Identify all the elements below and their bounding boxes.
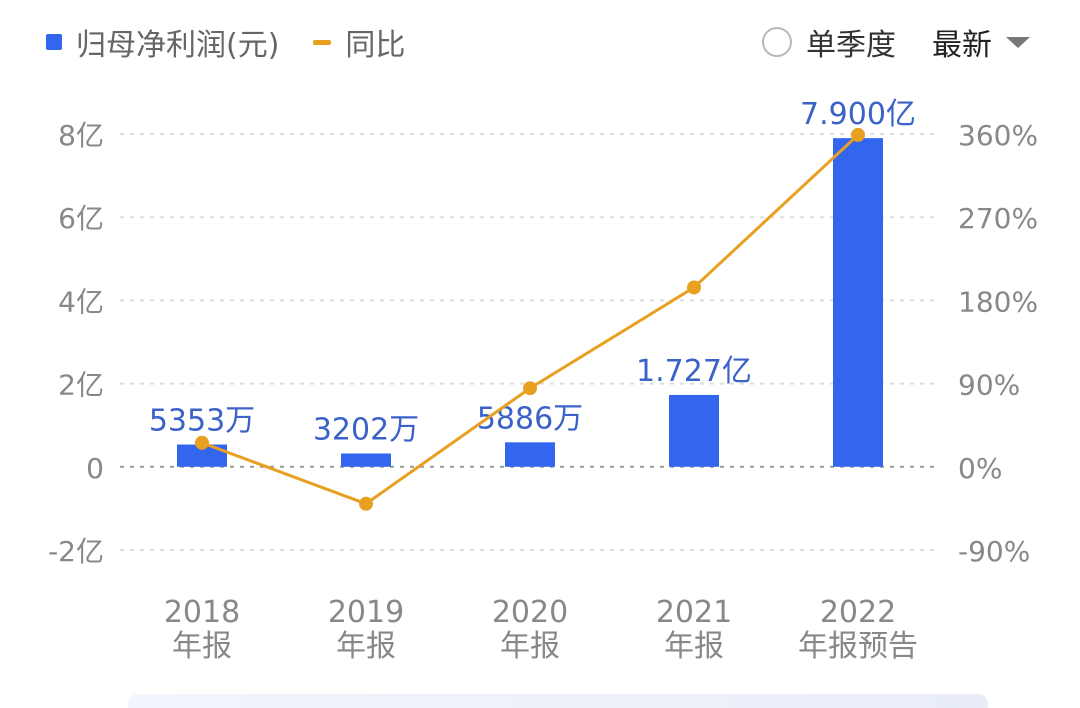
bar <box>833 138 883 467</box>
quarter-toggle-label[interactable]: 单季度 <box>806 28 896 63</box>
legend-label-yoy: 同比 <box>345 28 406 63</box>
bar-data-label: 1.727亿 <box>636 354 752 389</box>
legend-item-yoy[interactable]: 同比 <box>313 20 405 64</box>
x-tick-label: 年报 <box>664 629 724 664</box>
y-left-tick-label: 8亿 <box>58 119 104 152</box>
bar <box>341 453 391 467</box>
y-left-tick-label: 6亿 <box>58 202 104 235</box>
yoy-point <box>195 435 209 450</box>
bar <box>505 442 555 467</box>
y-right-tick-label: -90% <box>958 535 1030 568</box>
yoy-point <box>359 496 373 511</box>
x-tick-label: 2019 <box>328 595 404 630</box>
y-right-tick-label: 0% <box>958 452 1002 485</box>
x-tick-label: 2022 <box>820 595 896 630</box>
line-swatch-icon <box>313 39 332 45</box>
bar-data-label: 5353万 <box>149 404 255 439</box>
x-tick-label: 年报 <box>336 629 396 664</box>
period-dropdown[interactable]: 最新 <box>932 20 1030 64</box>
bar-data-label: 5886万 <box>477 401 583 436</box>
x-tick-label: 年报 <box>500 629 560 664</box>
y-right-tick-label: 270% <box>958 202 1038 235</box>
radio-unchecked-icon[interactable] <box>762 27 792 57</box>
y-right-tick-label: 360% <box>958 119 1038 152</box>
x-tick-label: 2021 <box>656 595 732 630</box>
x-tick-label: 年报预告 <box>798 629 918 664</box>
x-tick-label: 2018 <box>164 595 240 630</box>
yoy-point <box>851 127 865 142</box>
yoy-point <box>687 280 701 295</box>
x-tick-label: 年报 <box>172 629 232 664</box>
legend-item-profit[interactable]: 归母净利润(元) <box>46 20 279 64</box>
chart-controls: 单季度 最新 <box>762 18 1030 66</box>
yoy-point <box>523 381 537 396</box>
bar <box>177 444 227 467</box>
y-right-tick-label: 90% <box>958 369 1020 402</box>
y-left-tick-label: -2亿 <box>48 535 104 568</box>
scroll-strip[interactable] <box>128 694 988 708</box>
caret-down-icon <box>1006 36 1030 48</box>
y-left-tick-label: 2亿 <box>58 369 104 402</box>
bar-data-label: 3202万 <box>313 412 419 447</box>
bar-swatch-icon <box>46 34 62 50</box>
legend-label-profit: 归母净利润(元) <box>76 28 280 63</box>
bar-data-label: 7.900亿 <box>800 97 916 132</box>
chart-legend: 归母净利润(元) 同比 <box>46 18 439 66</box>
y-left-tick-label: 0 <box>86 452 104 485</box>
bar <box>669 394 719 467</box>
period-dropdown-value: 最新 <box>932 28 992 63</box>
y-right-tick-label: 180% <box>958 285 1038 318</box>
x-tick-label: 2020 <box>492 595 568 630</box>
y-left-tick-label: 4亿 <box>58 285 104 318</box>
